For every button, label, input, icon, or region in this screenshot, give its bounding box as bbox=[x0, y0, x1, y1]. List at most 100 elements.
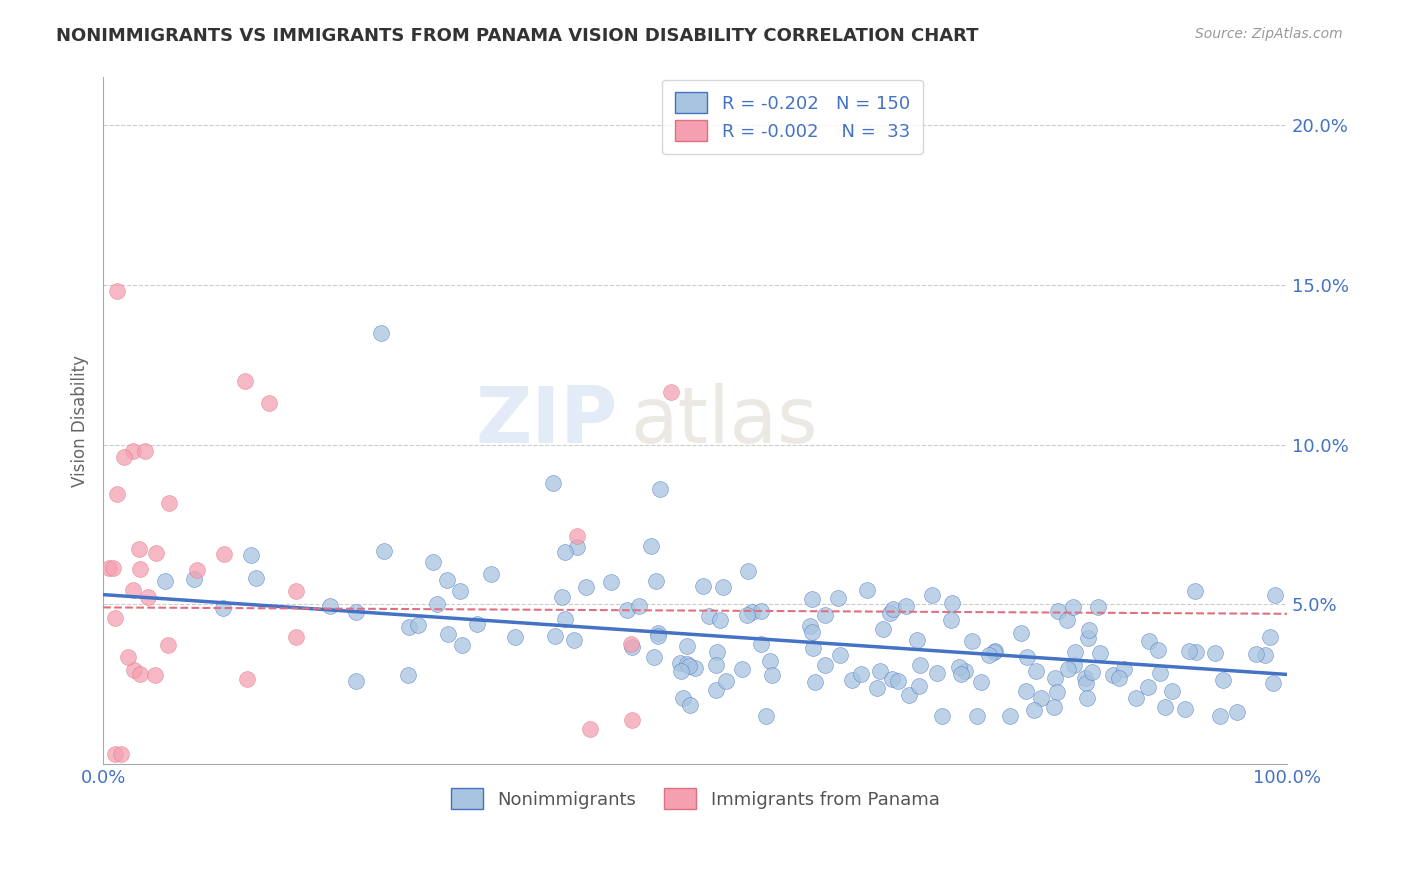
Point bbox=[1137, 681, 1160, 695]
Point bbox=[866, 681, 889, 695]
Point bbox=[672, 691, 695, 706]
Point bbox=[659, 384, 682, 399]
Point bbox=[1209, 709, 1232, 723]
Point bbox=[620, 637, 643, 651]
Point bbox=[927, 665, 949, 680]
Point bbox=[143, 668, 166, 682]
Point bbox=[983, 645, 1005, 659]
Point bbox=[541, 475, 564, 490]
Point bbox=[1088, 646, 1111, 660]
Point bbox=[465, 617, 488, 632]
Point bbox=[1015, 684, 1038, 698]
Point bbox=[117, 650, 139, 665]
Point bbox=[1146, 643, 1168, 657]
Point bbox=[114, 450, 136, 465]
Point bbox=[554, 545, 576, 559]
Point bbox=[579, 722, 602, 736]
Point bbox=[949, 667, 972, 681]
Point bbox=[751, 637, 773, 651]
Point bbox=[804, 674, 827, 689]
Point bbox=[814, 658, 837, 673]
Point bbox=[966, 709, 988, 723]
Point bbox=[122, 663, 145, 677]
Point bbox=[849, 666, 872, 681]
Point bbox=[841, 673, 863, 688]
Point bbox=[621, 640, 644, 655]
Point bbox=[186, 563, 208, 577]
Point bbox=[159, 496, 181, 510]
Point bbox=[675, 657, 697, 671]
Point bbox=[136, 591, 159, 605]
Point bbox=[1029, 691, 1052, 706]
Point bbox=[105, 285, 128, 299]
Point bbox=[647, 630, 669, 644]
Point bbox=[1114, 663, 1136, 677]
Point bbox=[479, 566, 502, 581]
Point bbox=[761, 668, 783, 682]
Point bbox=[616, 603, 638, 617]
Point bbox=[373, 544, 395, 558]
Point bbox=[620, 714, 643, 728]
Point bbox=[1063, 658, 1085, 673]
Point bbox=[214, 547, 236, 561]
Point bbox=[156, 638, 179, 652]
Point bbox=[1042, 700, 1064, 714]
Point bbox=[706, 645, 728, 659]
Point bbox=[239, 548, 262, 562]
Point bbox=[921, 589, 943, 603]
Point bbox=[101, 560, 124, 574]
Point bbox=[1081, 665, 1104, 679]
Point bbox=[800, 625, 823, 640]
Point bbox=[960, 634, 983, 648]
Point bbox=[648, 483, 671, 497]
Point bbox=[896, 599, 918, 614]
Point bbox=[1125, 691, 1147, 706]
Point bbox=[879, 606, 901, 620]
Point bbox=[711, 580, 734, 594]
Point bbox=[599, 575, 621, 590]
Point bbox=[398, 620, 420, 634]
Point bbox=[948, 659, 970, 673]
Point bbox=[451, 638, 474, 652]
Point bbox=[153, 574, 176, 589]
Point bbox=[575, 580, 598, 594]
Point bbox=[1077, 631, 1099, 645]
Point bbox=[1015, 649, 1038, 664]
Point bbox=[1108, 672, 1130, 686]
Point bbox=[245, 571, 267, 585]
Point bbox=[1212, 673, 1234, 687]
Point bbox=[709, 613, 731, 627]
Point bbox=[285, 630, 308, 644]
Point bbox=[897, 689, 920, 703]
Point bbox=[544, 628, 567, 642]
Point bbox=[735, 607, 758, 622]
Point bbox=[1046, 685, 1069, 699]
Text: ZIP: ZIP bbox=[475, 383, 619, 458]
Point bbox=[955, 664, 977, 678]
Point bbox=[1043, 671, 1066, 685]
Point bbox=[828, 648, 851, 663]
Point bbox=[1177, 643, 1199, 657]
Point bbox=[697, 609, 720, 624]
Point bbox=[931, 709, 953, 723]
Point bbox=[731, 662, 754, 676]
Point bbox=[1010, 625, 1032, 640]
Point bbox=[1174, 702, 1197, 716]
Point bbox=[800, 592, 823, 607]
Point bbox=[436, 573, 458, 587]
Point bbox=[1261, 675, 1284, 690]
Point bbox=[212, 601, 235, 615]
Point bbox=[977, 648, 1000, 663]
Point bbox=[714, 674, 737, 689]
Point bbox=[1000, 709, 1022, 723]
Point bbox=[628, 599, 651, 614]
Point bbox=[880, 673, 903, 687]
Point bbox=[741, 605, 763, 619]
Point bbox=[755, 709, 778, 723]
Point bbox=[1076, 691, 1098, 706]
Point bbox=[1024, 703, 1046, 717]
Point bbox=[319, 599, 342, 613]
Point bbox=[134, 444, 156, 458]
Point bbox=[104, 611, 127, 625]
Point bbox=[872, 622, 894, 636]
